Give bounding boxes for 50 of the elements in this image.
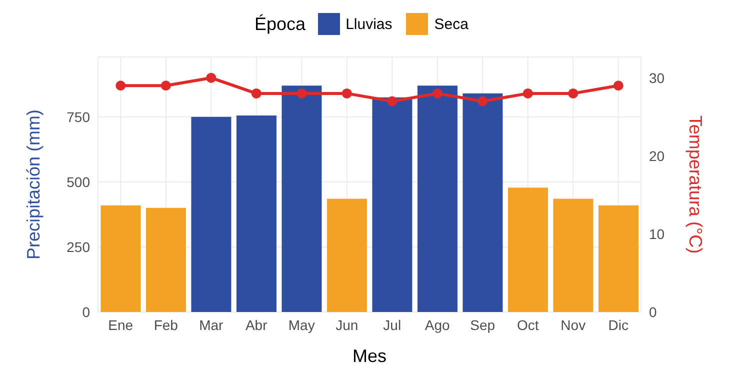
legend-label: Lluvias [344,14,392,34]
legend-label: Seca [433,14,468,34]
x-tick-label: Jul [383,316,402,333]
bar [191,116,232,312]
x-tick-label: Dic [608,316,628,333]
y2-tick-label: 30 [649,70,665,86]
y-tick-label: 0 [82,304,90,320]
x-tick-label: Mar [199,316,224,333]
point [568,88,578,98]
bar [282,86,322,312]
x-axis-title: Mes [352,346,387,366]
x-tick-label: Abr [245,316,268,333]
y2-tick-label: 20 [649,148,665,164]
y-axis-title: Precipitación (mm) [23,109,44,260]
y-tick-label: 250 [66,238,90,255]
point [478,96,488,106]
x-tick-label: May [288,316,315,333]
y2-axis-title: Temperatura (°C) [686,115,706,254]
y2-tick-label: 10 [649,226,665,242]
y-tick-label: 750 [66,108,90,125]
x-tick-label: Oct [516,316,539,333]
bar [372,97,412,312]
y2-tick-label: 0 [649,304,657,320]
x-tick-label: Feb [154,316,178,333]
point [160,80,171,91]
point [116,80,126,91]
point [387,96,398,106]
bar [462,93,503,312]
point [251,88,262,98]
legend-title: Época [254,14,306,34]
bar [553,198,594,312]
point [296,88,307,98]
y-tick-label: 500 [66,174,90,190]
point [206,72,216,83]
x-tick-label: Jun [336,316,358,333]
point [342,88,352,98]
point [613,80,624,91]
x-tick-label: Nov [560,316,586,333]
point [432,88,442,98]
point [522,88,533,98]
bar [236,116,276,312]
x-tick-label: Ene [108,316,134,333]
bar [417,86,458,312]
bar [508,188,548,312]
bar [100,205,141,312]
bar [598,205,638,312]
bar [326,198,367,312]
bar [146,208,186,312]
x-tick-label: Sep [470,316,496,333]
x-tick-label: Ago [424,316,450,333]
